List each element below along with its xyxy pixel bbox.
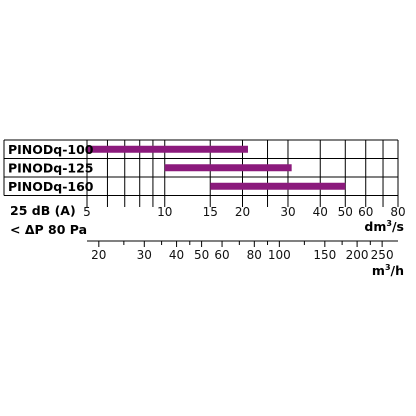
tick-label-m3h: 250	[371, 248, 394, 262]
bar-pinodq-160	[210, 182, 346, 190]
annotation-pressure: < ΔP 80 Pa	[10, 222, 87, 237]
axis-unit-dm3s: dm3/s	[364, 219, 404, 234]
tick-label-dm3s: 10	[157, 205, 172, 219]
category-label: PINODq-160	[8, 179, 94, 194]
tick-label-dm3s: 5	[83, 205, 91, 219]
tick-label-m3h: 40	[169, 248, 184, 262]
tick-label-dm3s: 30	[280, 205, 295, 219]
tick-label-m3h: 60	[214, 248, 229, 262]
category-label: PINODq-125	[8, 160, 94, 175]
tick-label-m3h: 20	[91, 248, 106, 262]
annotation-sound: 25 dB (A)	[10, 203, 76, 218]
tick-label-m3h: 200	[346, 248, 369, 262]
axis-unit-m3h: m3/h	[372, 263, 404, 278]
dm3s-tick-labels: 5 10 15 20 30 40 50 60 80	[83, 205, 405, 219]
tick-label-m3h: 150	[313, 248, 336, 262]
category-label: PINODq-100	[8, 142, 94, 157]
m3h-axis: 20 30 40 50 60 80 100 150 200 250	[87, 240, 398, 262]
tick-label-m3h: 30	[137, 248, 152, 262]
tick-label-m3h: 100	[268, 248, 291, 262]
tick-label-dm3s: 15	[203, 205, 218, 219]
tick-label-m3h: 80	[247, 248, 262, 262]
category-labels: PINODq-100 PINODq-125 PINODq-160	[8, 142, 94, 194]
bar-pinodq-125	[164, 164, 292, 172]
tick-label-dm3s: 40	[313, 205, 328, 219]
tick-label-dm3s: 60	[358, 205, 373, 219]
bars	[87, 145, 346, 190]
bar-pinodq-100	[87, 145, 248, 153]
tick-label-dm3s: 80	[390, 205, 405, 219]
tick-label-dm3s: 20	[235, 205, 250, 219]
tick-label-m3h: 50	[194, 248, 209, 262]
tick-label-dm3s: 50	[338, 205, 353, 219]
